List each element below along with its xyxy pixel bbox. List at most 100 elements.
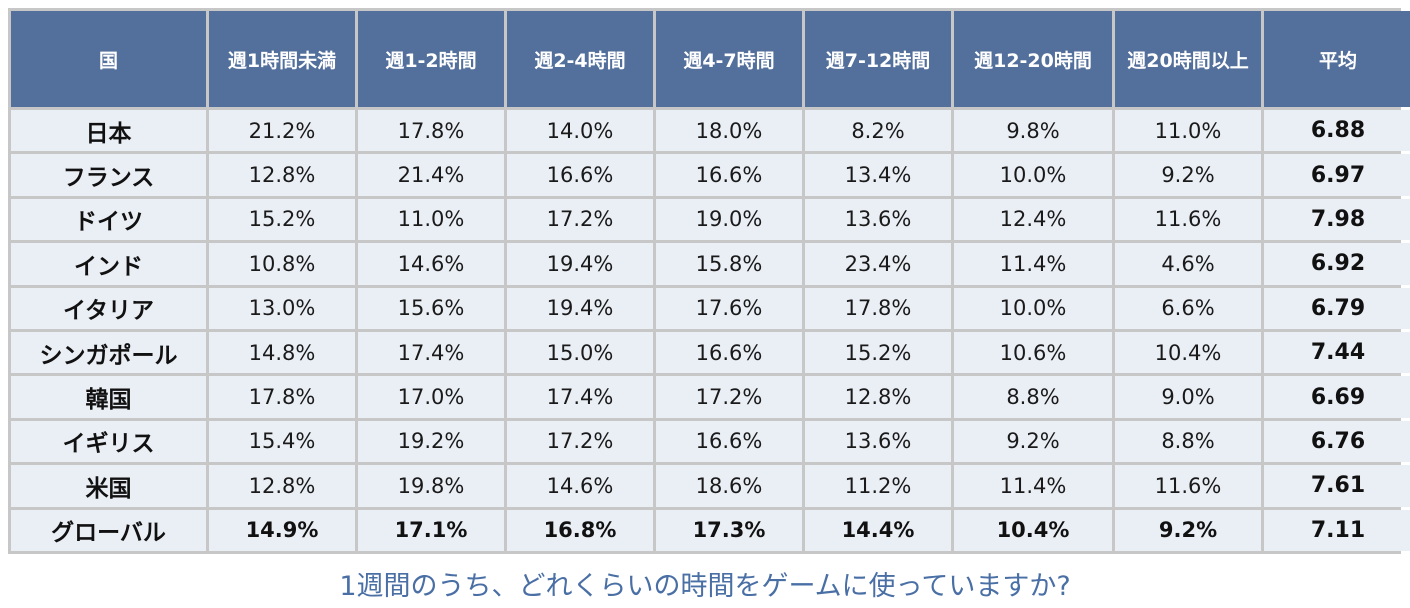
percentage-cell: 13.6% [805,198,951,241]
percentage-cell: 8.8% [954,376,1112,418]
percentage-cell: 10.4% [954,509,1112,551]
percentage-cell: 12.8% [209,465,355,507]
table-caption: 1週間のうち、どれくらいの時間をゲームに使っていますか? [339,571,1071,602]
percentage-cell: 9.8% [954,110,1112,152]
table-row: シンガポール 14.8% 17.4% 15.0% 16.6% 15.2% 10.6% 10.4… [11,331,1410,374]
average-cell: 6.92 [1264,243,1410,285]
percentage-cell: 17.8% [209,376,355,418]
column-header: 週4-7時間 [656,11,802,107]
percentage-cell: 12.8% [209,154,355,196]
percentage-cell: 16.6% [656,420,802,463]
table-header-row: 国週1時間未満 週1-2時間 週2-4時間 週4-7時間 週7-12時間 週12-20時間… [11,11,1410,107]
table-row: 米国 12.8% 19.8% 14.6% 18.6% 11.2% 11.4% 11.6% 7.6… [11,465,1410,507]
percentage-cell: 16.6% [656,154,802,196]
percentage-cell: 14.0% [507,110,653,152]
percentage-cell: 12.4% [954,198,1112,241]
percentage-cell: 21.4% [358,154,504,196]
percentage-cell: 11.4% [954,243,1112,285]
percentage-cell: 16.8% [507,509,653,551]
percentage-cell: 14.8% [209,331,355,374]
percentage-cell: 17.1% [358,509,504,551]
country-cell: 日本 [11,110,206,152]
percentage-cell: 19.0% [656,198,802,241]
percentage-cell: 18.6% [656,465,802,507]
percentage-cell: 14.6% [358,243,504,285]
percentage-cell: 8.2% [805,110,951,152]
percentage-cell: 17.8% [805,287,951,329]
percentage-cell: 10.4% [1115,331,1261,374]
percentage-cell: 12.8% [805,376,951,418]
percentage-cell: 17.2% [507,198,653,241]
percentage-cell: 15.2% [805,331,951,374]
column-header: 週7-12時間 [805,11,951,107]
percentage-cell: 11.6% [1115,198,1261,241]
percentage-cell: 19.8% [358,465,504,507]
percentage-cell: 15.4% [209,420,355,463]
column-header: 週2-4時間 [507,11,653,107]
country-cell: 韓国 [11,376,206,418]
percentage-cell: 19.2% [358,420,504,463]
percentage-cell: 17.4% [358,331,504,374]
table-row: イギリス 15.4% 19.2% 17.2% 16.6% 13.6% 9.2% 8.8% 6.7… [11,420,1410,463]
percentage-cell: 15.0% [507,331,653,374]
column-header: 週1時間未満 [209,11,355,107]
percentage-cell: 17.0% [358,376,504,418]
percentage-cell: 10.6% [954,331,1112,374]
table-row: フランス 12.8% 21.4% 16.6% 16.6% 13.4% 10.0% 9.2% 6.… [11,154,1410,196]
percentage-cell: 17.2% [507,420,653,463]
table-row: 韓国 17.8% 17.0% 17.4% 17.2% 12.8% 8.8% 9.0% 6.69 [11,376,1410,418]
country-cell: フランス [11,154,206,196]
percentage-cell: 17.3% [656,509,802,551]
country-cell: シンガポール [11,331,206,374]
country-cell: イタリア [11,287,206,329]
percentage-cell: 9.2% [1115,154,1261,196]
percentage-cell: 17.4% [507,376,653,418]
percentage-cell: 11.0% [358,198,504,241]
average-cell: 7.44 [1264,331,1410,374]
country-cell: 米国 [11,465,206,507]
percentage-cell: 13.4% [805,154,951,196]
gaming-hours-table: 国週1時間未満 週1-2時間 週2-4時間 週4-7時間 週7-12時間 週12-20時間… [8,8,1410,554]
percentage-cell: 16.6% [656,331,802,374]
percentage-cell: 10.0% [954,154,1112,196]
average-cell: 7.61 [1264,465,1410,507]
percentage-cell: 17.8% [358,110,504,152]
percentage-cell: 14.6% [507,465,653,507]
percentage-cell: 19.4% [507,243,653,285]
percentage-cell: 19.4% [507,287,653,329]
average-cell: 6.69 [1264,376,1410,418]
percentage-cell: 9.0% [1115,376,1261,418]
country-cell: イギリス [11,420,206,463]
percentage-cell: 13.6% [805,420,951,463]
average-cell: 6.88 [1264,110,1410,152]
column-header: 週1-2時間 [358,11,504,107]
average-cell: 6.79 [1264,287,1410,329]
percentage-cell: 10.0% [954,287,1112,329]
percentage-cell: 11.4% [954,465,1112,507]
percentage-cell: 4.6% [1115,243,1261,285]
percentage-cell: 8.8% [1115,420,1261,463]
table-body: 日本 21.2% 17.8% 14.0% 18.0% 8.2% 9.8% 11.0% 6.88 フ… [11,110,1410,551]
table-row-global: グローバル 14.9% 17.1% 16.8% 17.3% 14.4% 10.4% 9.2% 7… [11,509,1410,551]
average-cell: 6.97 [1264,154,1410,196]
percentage-cell: 15.8% [656,243,802,285]
column-header-average: 平均 [1264,11,1410,107]
average-cell: 7.11 [1264,509,1410,551]
country-cell: ドイツ [11,198,206,241]
percentage-cell: 17.2% [656,376,802,418]
table-row: イタリア 13.0% 15.6% 19.4% 17.6% 17.8% 10.0% 6.6% 6.… [11,287,1410,329]
country-cell: グローバル [11,509,206,551]
average-cell: 7.98 [1264,198,1410,241]
percentage-cell: 23.4% [805,243,951,285]
percentage-cell: 6.6% [1115,287,1261,329]
percentage-cell: 15.6% [358,287,504,329]
average-cell: 6.76 [1264,420,1410,463]
percentage-cell: 21.2% [209,110,355,152]
percentage-cell: 15.2% [209,198,355,241]
percentage-cell: 16.6% [507,154,653,196]
table-row: 日本 21.2% 17.8% 14.0% 18.0% 8.2% 9.8% 11.0% 6.88 [11,110,1410,152]
percentage-cell: 11.6% [1115,465,1261,507]
percentage-cell: 9.2% [954,420,1112,463]
table-row: インド 10.8% 14.6% 19.4% 15.8% 23.4% 11.4% 4.6% 6.9… [11,243,1410,285]
table-row: ドイツ 15.2% 11.0% 17.2% 19.0% 13.6% 12.4% 11.6% 7.… [11,198,1410,241]
